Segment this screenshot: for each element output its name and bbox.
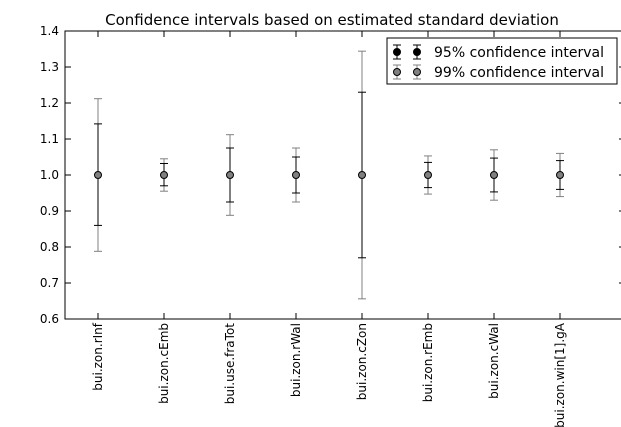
chart-title: Confidence intervals based on estimated … bbox=[105, 11, 559, 29]
legend-marker bbox=[413, 68, 421, 76]
legend: 95% confidence interval 99% confidence i… bbox=[386, 37, 618, 85]
data-point bbox=[358, 171, 366, 179]
y-tick-label: 1.4 bbox=[40, 24, 59, 38]
legend-marker bbox=[393, 48, 401, 56]
y-tick-label: 0.6 bbox=[40, 312, 59, 326]
data-point bbox=[160, 171, 168, 179]
legend-marker bbox=[413, 48, 421, 56]
legend-label-99: 99% confidence interval bbox=[434, 65, 604, 81]
x-tick-label: bui.zon.rInf bbox=[91, 322, 105, 391]
y-tick-label: 1.3 bbox=[40, 60, 59, 74]
data-marks bbox=[94, 50, 564, 300]
data-point bbox=[292, 171, 300, 179]
y-tick-label: 1.0 bbox=[40, 168, 59, 182]
legend-label-95: 95% confidence interval bbox=[434, 45, 604, 61]
x-tick-label: bui.use.fraTot bbox=[223, 323, 237, 405]
y-tick-label: 1.2 bbox=[40, 96, 59, 110]
x-tick-label: bui.zon.cEmb bbox=[157, 323, 171, 404]
legend-swatches bbox=[393, 44, 421, 80]
data-point bbox=[556, 171, 564, 179]
y-tick-label: 0.7 bbox=[40, 276, 59, 290]
x-tick-label: bui.zon.rWal bbox=[289, 323, 303, 397]
data-point bbox=[226, 171, 234, 179]
legend-marker bbox=[393, 68, 401, 76]
x-tick-label: bui.zon.win[1].gA bbox=[553, 322, 567, 427]
x-tick-label: bui.zon.rEmb bbox=[421, 323, 435, 402]
y-tick-label: 0.9 bbox=[40, 204, 59, 218]
data-point bbox=[490, 171, 498, 179]
y-tick-label: 0.8 bbox=[40, 240, 59, 254]
x-tick-label: bui.zon.cWal bbox=[487, 323, 501, 399]
data-point bbox=[424, 171, 432, 179]
data-point bbox=[94, 171, 102, 179]
y-tick-label: 1.1 bbox=[40, 132, 59, 146]
legend-box bbox=[386, 37, 618, 85]
x-tick-label: bui.zon.cZon bbox=[355, 323, 369, 400]
axis-ticks: 0.6 0.7 0.8 0.9 1.0 1.1 1.2 1.3 1.4 bui.zon.rInf b… bbox=[40, 24, 621, 427]
